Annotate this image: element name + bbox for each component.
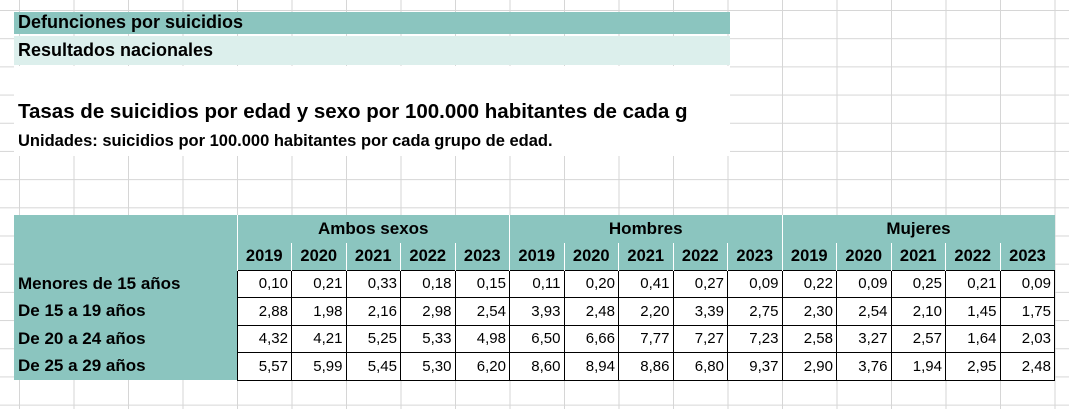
value-cell[interactable]: 6,80 bbox=[672, 352, 728, 381]
value-cell[interactable]: 2,75 bbox=[727, 297, 783, 326]
value-cell[interactable]: 0,15 bbox=[454, 269, 510, 298]
value-cell[interactable]: 8,86 bbox=[618, 352, 674, 381]
year-header-cell: 2023 bbox=[999, 242, 1055, 270]
table-row: Menores de 15 años 0,10 0,21 0,33 0,18 0,15 0,… bbox=[14, 269, 1055, 298]
value-cell[interactable]: 5,30 bbox=[400, 352, 456, 381]
year-header-cell: 2020 bbox=[563, 242, 619, 270]
value-cell[interactable]: 5,33 bbox=[400, 324, 456, 353]
year-header-cell: 2022 bbox=[945, 242, 1000, 270]
value-cell[interactable]: 6,66 bbox=[563, 324, 619, 353]
value-cell[interactable]: 1,98 bbox=[291, 297, 347, 326]
row-label[interactable]: De 15 a 19 años bbox=[14, 297, 237, 325]
group-hombres: Hombres bbox=[509, 215, 782, 243]
year-header-cell: 2019 bbox=[236, 242, 292, 270]
value-cell[interactable]: 0,33 bbox=[345, 269, 401, 298]
value-cell[interactable]: 2,54 bbox=[454, 297, 510, 326]
value-cell[interactable]: 2,20 bbox=[618, 297, 674, 326]
group-ambos-sexos: Ambos sexos bbox=[236, 215, 510, 243]
value-cell[interactable]: 1,45 bbox=[945, 297, 1001, 326]
value-cell[interactable]: 0,09 bbox=[836, 269, 892, 298]
year-header-corner bbox=[14, 242, 237, 270]
value-cell[interactable]: 2,30 bbox=[781, 297, 837, 326]
table-row: De 15 a 19 años 2,88 1,98 2,16 2,98 2,54 3,93 2… bbox=[14, 297, 1055, 326]
row-label[interactable]: De 25 a 29 años bbox=[14, 352, 237, 380]
value-cell[interactable]: 2,16 bbox=[345, 297, 401, 326]
value-cell[interactable]: 6,50 bbox=[509, 324, 565, 353]
year-header-row: 2019 2020 2021 2022 2023 2019 2020 2021 2022 2023… bbox=[14, 242, 1055, 270]
value-cell[interactable]: 2,57 bbox=[890, 324, 946, 353]
value-cell[interactable]: 9,37 bbox=[727, 352, 783, 381]
year-header-cell: 2022 bbox=[672, 242, 728, 270]
value-cell[interactable]: 0,09 bbox=[727, 269, 783, 298]
value-cell[interactable]: 5,25 bbox=[345, 324, 401, 353]
table-title: Tasas de suicidios por edad y sexo por 1… bbox=[18, 100, 688, 123]
value-cell[interactable]: 1,64 bbox=[945, 324, 1001, 353]
value-cell[interactable]: 4,98 bbox=[454, 324, 510, 353]
data-table: Ambos sexos Hombres Mujeres 2019 2020 2021… bbox=[14, 215, 1055, 381]
value-cell[interactable]: 1,94 bbox=[890, 352, 946, 381]
value-cell[interactable]: 3,27 bbox=[836, 324, 892, 353]
table-row: De 25 a 29 años 5,57 5,99 5,45 5,30 6,20 8,60 8… bbox=[14, 352, 1055, 381]
value-cell[interactable]: 2,48 bbox=[563, 297, 619, 326]
value-cell[interactable]: 0,22 bbox=[781, 269, 837, 298]
value-cell[interactable]: 0,11 bbox=[509, 269, 565, 298]
value-cell[interactable]: 0,21 bbox=[945, 269, 1001, 298]
value-cell[interactable]: 5,57 bbox=[236, 352, 292, 381]
value-cell[interactable]: 5,45 bbox=[345, 352, 401, 381]
row-label[interactable]: De 20 a 24 años bbox=[14, 325, 237, 353]
value-cell[interactable]: 7,23 bbox=[727, 324, 783, 353]
value-cell[interactable]: 0,25 bbox=[890, 269, 946, 298]
units-note: Unidades: suicidios por 100.000 habitant… bbox=[18, 132, 553, 150]
year-header-cell: 2023 bbox=[454, 242, 510, 270]
value-cell[interactable]: 6,20 bbox=[454, 352, 510, 381]
value-cell[interactable]: 3,39 bbox=[672, 297, 728, 326]
value-cell[interactable]: 3,76 bbox=[836, 352, 892, 381]
group-header-corner bbox=[14, 215, 237, 243]
value-cell[interactable]: 0,21 bbox=[291, 269, 347, 298]
value-cell[interactable]: 7,77 bbox=[618, 324, 674, 353]
value-cell[interactable]: 2,48 bbox=[999, 352, 1055, 381]
value-cell[interactable]: 0,27 bbox=[672, 269, 728, 298]
value-cell[interactable]: 7,27 bbox=[672, 324, 728, 353]
value-cell[interactable]: 0,10 bbox=[236, 269, 292, 298]
row-label[interactable]: Menores de 15 años bbox=[14, 270, 237, 298]
year-header-cell: 2023 bbox=[727, 242, 782, 270]
year-header-cell: 2020 bbox=[836, 242, 891, 270]
group-mujeres: Mujeres bbox=[781, 215, 1055, 243]
group-header-row: Ambos sexos Hombres Mujeres bbox=[14, 215, 1055, 243]
value-cell[interactable]: 0,18 bbox=[400, 269, 456, 298]
value-cell[interactable]: 0,20 bbox=[563, 269, 619, 298]
merged-title-area bbox=[14, 66, 730, 156]
value-cell[interactable]: 2,98 bbox=[400, 297, 456, 326]
value-cell[interactable]: 3,93 bbox=[509, 297, 565, 326]
sheet-title: Defunciones por suicidios bbox=[14, 12, 730, 34]
value-cell[interactable]: 2,90 bbox=[781, 352, 837, 381]
value-cell[interactable]: 4,21 bbox=[291, 324, 347, 353]
value-cell[interactable]: 1,75 bbox=[999, 297, 1055, 326]
year-header-cell: 2020 bbox=[291, 242, 346, 270]
year-header-cell: 2019 bbox=[781, 242, 837, 270]
year-header-cell: 2021 bbox=[345, 242, 401, 270]
value-cell[interactable]: 2,54 bbox=[836, 297, 892, 326]
value-cell[interactable]: 2,88 bbox=[236, 297, 292, 326]
value-cell[interactable]: 2,10 bbox=[890, 297, 946, 326]
table-row: De 20 a 24 años 4,32 4,21 5,25 5,33 4,98 6,50 6… bbox=[14, 324, 1055, 353]
value-cell[interactable]: 2,03 bbox=[999, 324, 1055, 353]
value-cell[interactable]: 0,09 bbox=[999, 269, 1055, 298]
value-cell[interactable]: 8,60 bbox=[509, 352, 565, 381]
value-cell[interactable]: 0,41 bbox=[618, 269, 674, 298]
year-header-cell: 2022 bbox=[400, 242, 455, 270]
value-cell[interactable]: 4,32 bbox=[236, 324, 292, 353]
value-cell[interactable]: 2,58 bbox=[781, 324, 837, 353]
sheet-subtitle: Resultados nacionales bbox=[14, 36, 730, 65]
value-cell[interactable]: 2,95 bbox=[945, 352, 1001, 381]
year-header-cell: 2021 bbox=[890, 242, 946, 270]
year-header-cell: 2021 bbox=[618, 242, 673, 270]
value-cell[interactable]: 5,99 bbox=[291, 352, 347, 381]
year-header-cell: 2019 bbox=[509, 242, 564, 270]
value-cell[interactable]: 8,94 bbox=[563, 352, 619, 381]
